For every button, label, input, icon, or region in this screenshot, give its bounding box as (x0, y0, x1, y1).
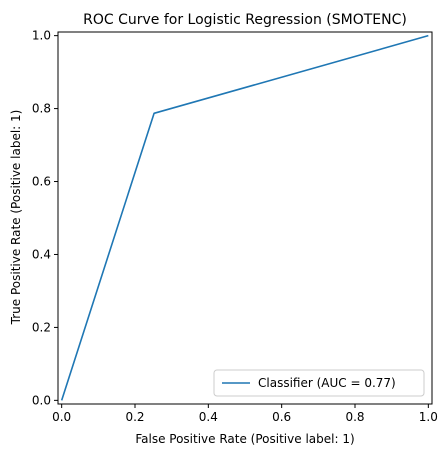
y-tick-label: 0.8 (32, 102, 51, 116)
legend: Classifier (AUC = 0.77) (213, 369, 425, 397)
chart-title: ROC Curve for Logistic Regression (SMOTE… (83, 12, 407, 28)
y-tick-label: 0.2 (32, 320, 51, 334)
legend-box (213, 369, 425, 397)
plot-area: 0.0 0.2 0.4 0.6 0.8 1.0 0.0 0.2 0.4 0.6 0.8 1.0 (32, 29, 438, 424)
y-tick-label: 0.6 (32, 175, 51, 189)
y-tick-label: 1.0 (32, 29, 51, 43)
roc-curve-line (60, 34, 429, 401)
x-tick-label: 0.2 (125, 410, 144, 424)
x-tick-label: 1.0 (419, 410, 438, 424)
x-tick-label: 0.6 (272, 410, 291, 424)
y-axis-ticks: 0.0 0.2 0.4 0.6 0.8 1.0 (32, 29, 58, 407)
y-axis-title: True Positive Rate (Positive label: 1) (9, 110, 23, 326)
x-tick-label: 0.0 (52, 410, 71, 424)
x-tick-label: 0.4 (199, 410, 218, 424)
legend-label: Classifier (AUC = 0.77) (258, 376, 396, 390)
x-tick-label: 0.8 (345, 410, 364, 424)
y-tick-label: 0.0 (32, 393, 51, 407)
y-tick-label: 0.4 (32, 247, 51, 261)
x-axis-ticks: 0.0 0.2 0.4 0.6 0.8 1.0 (52, 404, 438, 424)
x-axis-title: False Positive Rate (Positive label: 1) (135, 432, 354, 446)
series-layer (60, 34, 429, 401)
